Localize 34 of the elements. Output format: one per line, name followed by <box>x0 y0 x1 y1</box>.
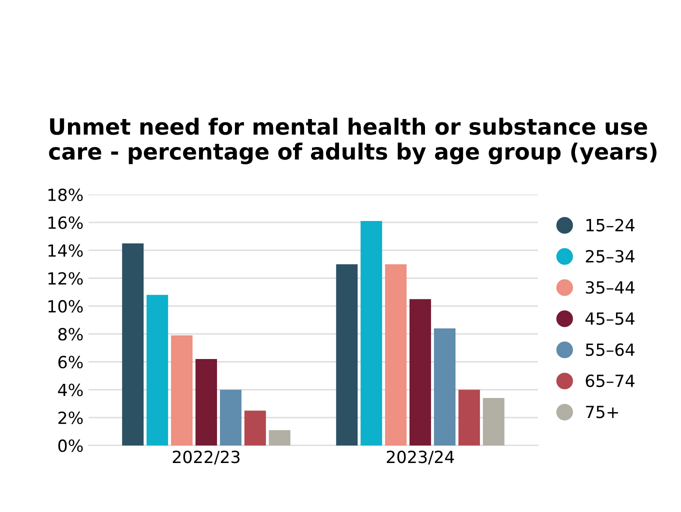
bar <box>360 221 382 446</box>
y-tick-label: 16% <box>48 216 83 230</box>
chart-title: Unmet need for mental health or substance use care - percentage of adults by age group (years) <box>49 118 656 164</box>
bar <box>122 243 144 446</box>
bar <box>268 430 290 446</box>
y-tick-label: 14% <box>48 244 83 257</box>
bar <box>195 359 218 446</box>
y-tick-label: 2% <box>58 412 83 424</box>
legend-label: 35–44 <box>586 281 634 294</box>
bar <box>482 398 504 446</box>
bar <box>146 294 168 446</box>
bar <box>410 299 432 446</box>
y-tick-label: 18% <box>48 188 83 202</box>
bar <box>434 328 456 446</box>
legend-label: 15–24 <box>586 218 634 232</box>
bar <box>458 390 480 446</box>
y-tick-label: 10% <box>48 300 83 313</box>
bar <box>244 410 266 446</box>
bar <box>385 264 407 446</box>
legend-label: 75+ <box>586 406 618 418</box>
bar <box>336 264 358 446</box>
y-tick-label: 6% <box>58 356 83 368</box>
bar <box>220 390 242 446</box>
legend-label: 55–64 <box>586 343 634 356</box>
legend-label: 45–54 <box>585 312 634 325</box>
y-tick-label: 12% <box>48 272 83 285</box>
legend-label: 65–74 <box>586 374 634 388</box>
x-tick-label: 2022/23 <box>172 450 240 465</box>
y-tick-label: 4% <box>58 384 83 396</box>
x-tick-label: 2023/24 <box>386 450 454 465</box>
legend-label: 25–34 <box>586 250 634 263</box>
bar <box>171 335 193 446</box>
y-tick-label: 0% <box>58 439 83 452</box>
y-tick-label: 8% <box>58 328 83 341</box>
